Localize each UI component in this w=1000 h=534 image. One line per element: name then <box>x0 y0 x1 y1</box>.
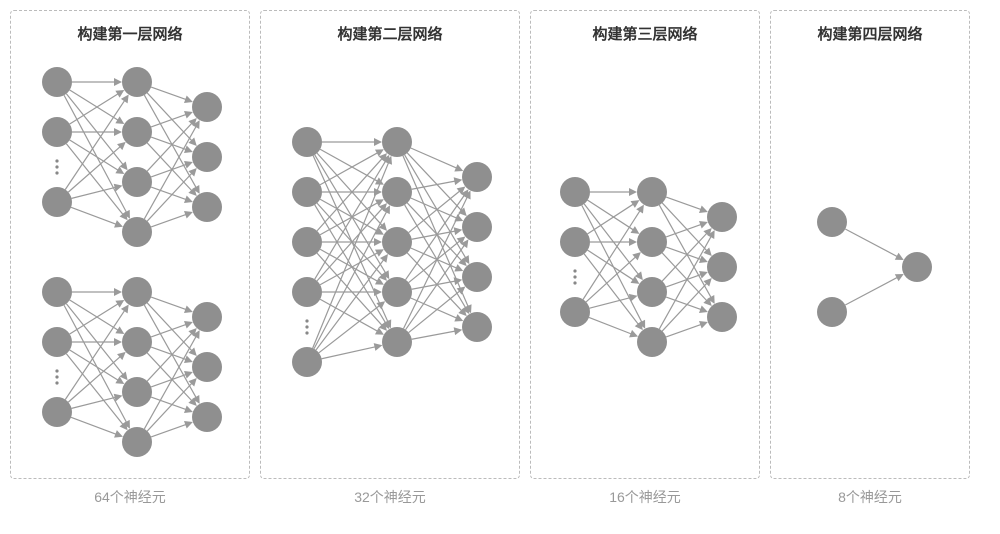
neuron-node <box>462 162 492 192</box>
panel-box: 构建第一层网络 <box>10 10 250 479</box>
neuron-node <box>382 227 412 257</box>
neuron-node <box>382 177 412 207</box>
panel-caption: 32个神经元 <box>260 487 520 507</box>
neuron-node <box>42 397 72 427</box>
ellipsis-dot <box>55 159 58 162</box>
neuron-node <box>817 207 847 237</box>
neuron-node <box>192 142 222 172</box>
neuron-node <box>707 302 737 332</box>
ellipsis-dot <box>573 269 576 272</box>
neuron-node <box>42 117 72 147</box>
neuron-node <box>122 67 152 97</box>
neuron-node <box>122 117 152 147</box>
neuron-node <box>192 302 222 332</box>
ellipsis-dot <box>305 331 308 334</box>
network-svg <box>537 52 747 472</box>
panel-title: 构建第三层网络 <box>537 23 753 44</box>
neuron-node <box>707 252 737 282</box>
neuron-node <box>707 202 737 232</box>
neuron-node <box>637 277 667 307</box>
neuron-node <box>817 297 847 327</box>
panel-body <box>777 52 963 472</box>
neuron-node <box>42 277 72 307</box>
ellipsis-dot <box>305 319 308 322</box>
neuron-node <box>192 192 222 222</box>
neuron-node <box>122 277 152 307</box>
neuron-node <box>462 212 492 242</box>
panel-box: 构建第二层网络 <box>260 10 520 479</box>
neuron-node <box>292 347 322 377</box>
neuron-node <box>42 187 72 217</box>
neuron-node <box>292 177 322 207</box>
neuron-node <box>292 127 322 157</box>
neuron-node <box>292 277 322 307</box>
neuron-node <box>637 177 667 207</box>
panel-caption: 8个神经元 <box>770 487 970 507</box>
ellipsis-dot <box>55 381 58 384</box>
network-svg <box>17 52 237 472</box>
network-svg <box>267 52 507 472</box>
neuron-node <box>902 252 932 282</box>
panel-body <box>537 52 753 472</box>
panel-body <box>267 52 513 472</box>
neuron-node <box>42 67 72 97</box>
panel-box: 构建第四层网络 <box>770 10 970 479</box>
panel-body <box>17 52 243 472</box>
panel-caption: 16个神经元 <box>530 487 760 507</box>
network-svg <box>777 52 957 472</box>
ellipsis-dot <box>55 165 58 168</box>
neuron-node <box>560 177 590 207</box>
panel-layer1: 构建第一层网络 64个神经元 <box>10 10 250 524</box>
neuron-node <box>382 327 412 357</box>
neuron-node <box>560 227 590 257</box>
panel-box: 构建第三层网络 <box>530 10 760 479</box>
panel-title: 构建第二层网络 <box>267 23 513 44</box>
panel-layer4: 构建第四层网络 8个神经元 <box>770 10 970 524</box>
ellipsis-dot <box>55 369 58 372</box>
neuron-node <box>122 377 152 407</box>
panel-layer2: 构建第二层网络 32个神经元 <box>260 10 520 524</box>
neuron-node <box>462 312 492 342</box>
neuron-node <box>637 227 667 257</box>
neuron-node <box>382 127 412 157</box>
ellipsis-dot <box>55 375 58 378</box>
ellipsis-dot <box>55 171 58 174</box>
panel-title: 构建第一层网络 <box>17 23 243 44</box>
ellipsis-dot <box>573 281 576 284</box>
neuron-node <box>122 217 152 247</box>
neuron-node <box>462 262 492 292</box>
neuron-node <box>382 277 412 307</box>
panel-caption: 64个神经元 <box>10 487 250 507</box>
ellipsis-dot <box>573 275 576 278</box>
neuron-node <box>637 327 667 357</box>
panel-title: 构建第四层网络 <box>777 23 963 44</box>
neuron-node <box>122 327 152 357</box>
neuron-node <box>292 227 322 257</box>
neuron-node <box>42 327 72 357</box>
panel-layer3: 构建第三层网络 16个神经元 <box>530 10 760 524</box>
neuron-node <box>560 297 590 327</box>
neuron-node <box>122 167 152 197</box>
neuron-node <box>192 352 222 382</box>
neuron-node <box>192 402 222 432</box>
diagram-container: 构建第一层网络64个神经元构建第二层网络32个神经元构建第三层网络16个神经元构… <box>10 10 1000 524</box>
neuron-node <box>122 427 152 457</box>
neuron-node <box>192 92 222 122</box>
ellipsis-dot <box>305 325 308 328</box>
